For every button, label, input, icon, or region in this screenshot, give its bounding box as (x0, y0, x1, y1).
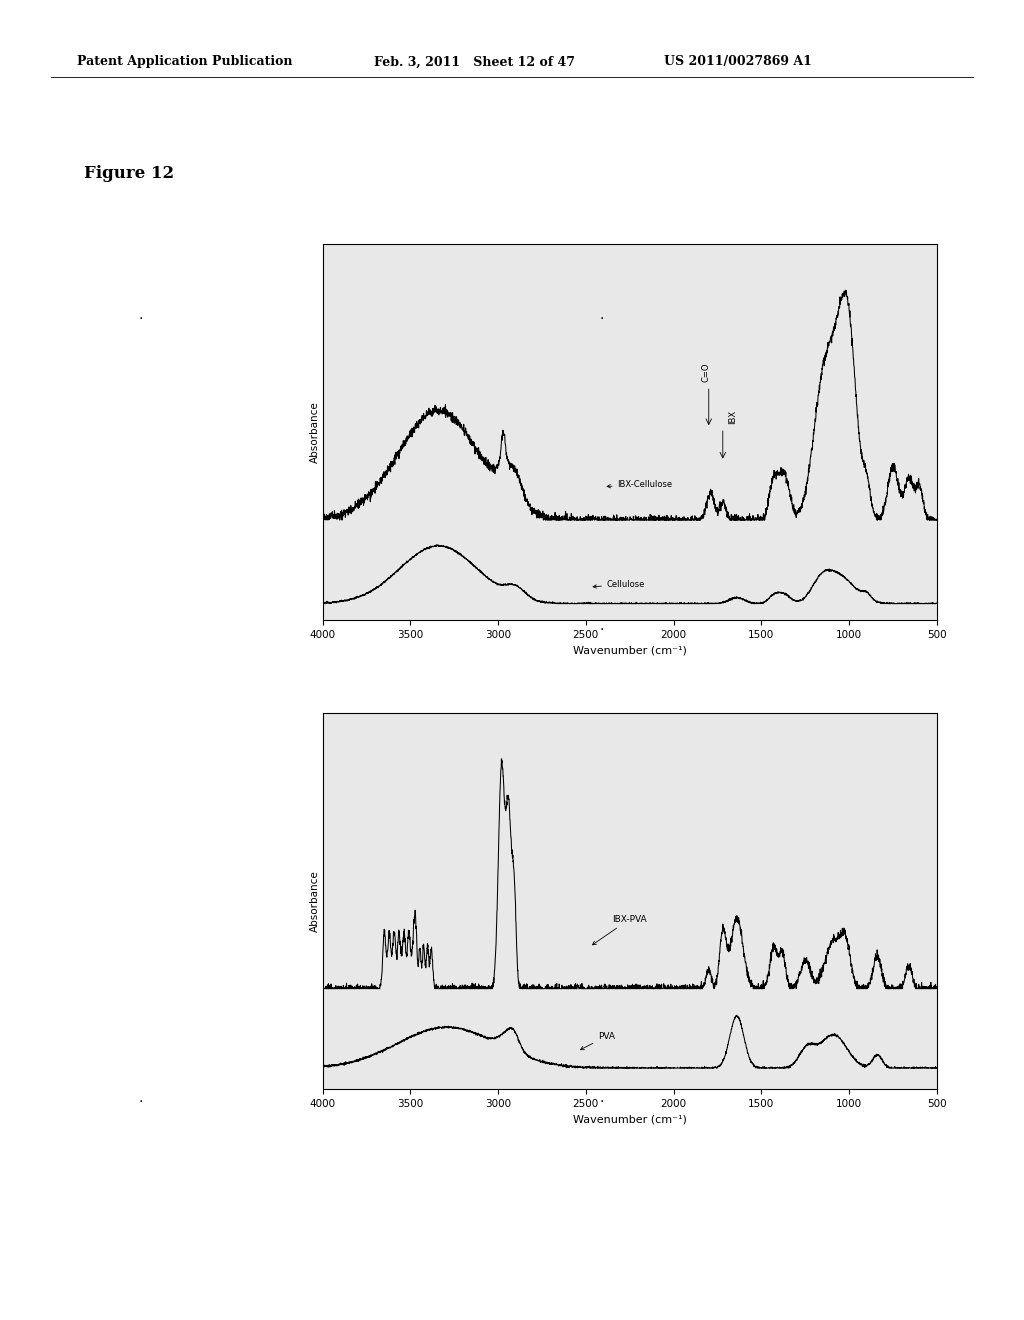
Text: Feb. 3, 2011   Sheet 12 of 47: Feb. 3, 2011 Sheet 12 of 47 (374, 55, 574, 69)
Text: Patent Application Publication: Patent Application Publication (77, 55, 292, 69)
Text: IBX-Cellulose: IBX-Cellulose (607, 479, 673, 488)
Text: C=O: C=O (701, 363, 711, 383)
Text: ·: · (599, 623, 603, 636)
X-axis label: Wavenumber (cm⁻¹): Wavenumber (cm⁻¹) (572, 1114, 687, 1125)
Y-axis label: Absorbance: Absorbance (310, 870, 319, 932)
Text: ·: · (599, 1096, 603, 1109)
Text: Figure 12: Figure 12 (84, 165, 174, 182)
Y-axis label: Absorbance: Absorbance (310, 401, 319, 463)
Text: IBX-PVA: IBX-PVA (593, 915, 647, 945)
Text: ·: · (138, 1096, 142, 1109)
Text: ·: · (599, 313, 603, 326)
X-axis label: Wavenumber (cm⁻¹): Wavenumber (cm⁻¹) (572, 645, 687, 656)
Text: US 2011/0027869 A1: US 2011/0027869 A1 (664, 55, 811, 69)
Text: ·: · (138, 313, 142, 326)
Text: PVA: PVA (581, 1032, 615, 1049)
Text: Cellulose: Cellulose (593, 579, 645, 589)
Text: IBX: IBX (728, 409, 737, 424)
